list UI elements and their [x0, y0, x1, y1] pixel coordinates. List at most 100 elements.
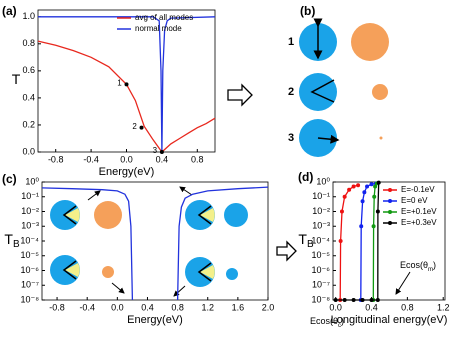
marker — [342, 194, 347, 199]
legend-marker — [388, 210, 392, 214]
series-line — [41, 186, 269, 301]
x-axis-label: Energy(eV) — [127, 314, 183, 326]
x-axis-label: Energy(eV) — [99, 166, 155, 178]
y-tick-label: 10⁻⁵ — [21, 250, 40, 260]
y-axis-label-main: T — [12, 71, 21, 87]
marker — [372, 194, 377, 199]
marker — [338, 239, 343, 243]
annotation-sub: m — [428, 267, 433, 273]
marker — [347, 187, 352, 192]
panel-label: (b) — [300, 4, 315, 18]
marker — [359, 224, 364, 229]
marker — [373, 184, 378, 189]
series-line — [38, 16, 216, 153]
y-tick-label: 10⁻⁴ — [20, 235, 39, 245]
diagram-b: 1 2 3 — [288, 18, 389, 157]
circle — [372, 84, 388, 100]
x-tick-label: 1.2 — [201, 302, 214, 312]
marker — [351, 184, 356, 189]
y-tick-label: 10⁻¹ — [21, 191, 39, 201]
panel-label: (c) — [2, 172, 17, 186]
x-tick-label: 0.0 — [329, 302, 342, 312]
y-tick-label: 10⁻⁷ — [21, 280, 39, 290]
annotation-end: ) — [433, 260, 436, 270]
x-tick-label: 2.0 — [262, 302, 275, 312]
marker — [376, 180, 381, 185]
x-tick-label: 0.0 — [111, 302, 124, 312]
point-label: 3 — [153, 146, 158, 155]
legend-marker — [388, 221, 392, 225]
y-tick-label: 0.4 — [22, 92, 35, 102]
y-axis-label: TB — [298, 231, 314, 250]
x-tick-label: -0.4 — [83, 154, 99, 164]
annotation-end: ) — [341, 316, 344, 326]
marker — [342, 298, 347, 302]
legend-marker — [388, 188, 392, 192]
plot-frame — [37, 9, 216, 153]
x-tick-label: 0.8 — [171, 302, 184, 312]
marker — [360, 298, 365, 302]
y-tick-label: 10⁻² — [312, 206, 330, 216]
y-axis-label: TB — [4, 231, 20, 250]
y-tick-label: 10⁻³ — [312, 221, 330, 231]
y-axis-label-sub: B — [13, 239, 20, 250]
series-line — [37, 40, 216, 153]
y-tick-label: 0.0 — [22, 146, 35, 156]
circle — [351, 23, 389, 61]
x-tick-label: 1.2 — [437, 302, 450, 312]
annotation-text: Ecos(θ — [400, 260, 428, 270]
circle — [379, 136, 383, 140]
x-tick-label: 0.8 — [191, 154, 204, 164]
x-tick-label: 0.4 — [156, 154, 169, 164]
point — [159, 150, 164, 154]
x-tick-label: 0.4 — [365, 302, 378, 312]
x-tick-label: -0.8 — [48, 154, 64, 164]
big-arrow — [227, 83, 253, 107]
x-tick-label: -0.8 — [49, 302, 65, 312]
panel-label: (a) — [2, 4, 17, 18]
insets — [50, 186, 411, 297]
panel-label: (d) — [298, 170, 313, 184]
marker — [375, 209, 380, 214]
row-label: 1 — [288, 36, 294, 48]
y-axis-label-sub: B — [307, 239, 314, 250]
big-arrow — [276, 240, 297, 262]
y-tick-label: 10⁻⁶ — [21, 265, 40, 275]
y-tick-label: 10⁻⁶ — [312, 265, 331, 275]
y-axis-label: T — [12, 71, 21, 87]
plot-frame — [41, 181, 269, 301]
y-tick-label: 10⁻⁴ — [311, 235, 330, 245]
y-tick-label: 10⁰ — [316, 176, 330, 186]
y-tick-label: 0.6 — [22, 65, 35, 75]
row-label: 3 — [288, 132, 294, 144]
x-tick-label: -0.4 — [79, 302, 95, 312]
y-tick-label: 10⁻³ — [21, 221, 39, 231]
legend-label: E=-0.1eV — [401, 185, 435, 194]
y-tick-label: 0.8 — [22, 38, 35, 48]
point-label: 2 — [132, 122, 137, 131]
annotation: Ecos(θc) — [310, 316, 344, 328]
y-tick-label: 10⁻¹ — [312, 191, 330, 201]
point — [139, 125, 144, 130]
x-tick-label: 1.6 — [232, 302, 245, 312]
series-line — [339, 184, 359, 301]
marker — [365, 184, 370, 189]
x-tick-label: 0.8 — [401, 302, 414, 312]
y-tick-label: 10⁻² — [21, 206, 39, 216]
x-axis-label: Longitudinal energy(eV) — [331, 314, 448, 326]
annotation: Ecos(θm) — [400, 260, 436, 272]
legend-label: avg of all modes — [135, 13, 193, 22]
arrow — [317, 134, 340, 144]
marker — [356, 183, 361, 188]
legend-label: E=+0.3eV — [401, 218, 437, 227]
arrow — [310, 79, 335, 103]
annotation-sub: c — [338, 323, 341, 329]
marker — [375, 298, 380, 302]
y-tick-label: 10⁻⁷ — [312, 280, 330, 290]
y-tick-label: 1.0 — [22, 11, 35, 21]
legend-label: E=0 eV — [401, 196, 428, 205]
marker — [339, 209, 344, 214]
marker — [351, 298, 356, 302]
marker — [371, 224, 376, 229]
annotation-text: Ecos(θ — [310, 316, 338, 326]
